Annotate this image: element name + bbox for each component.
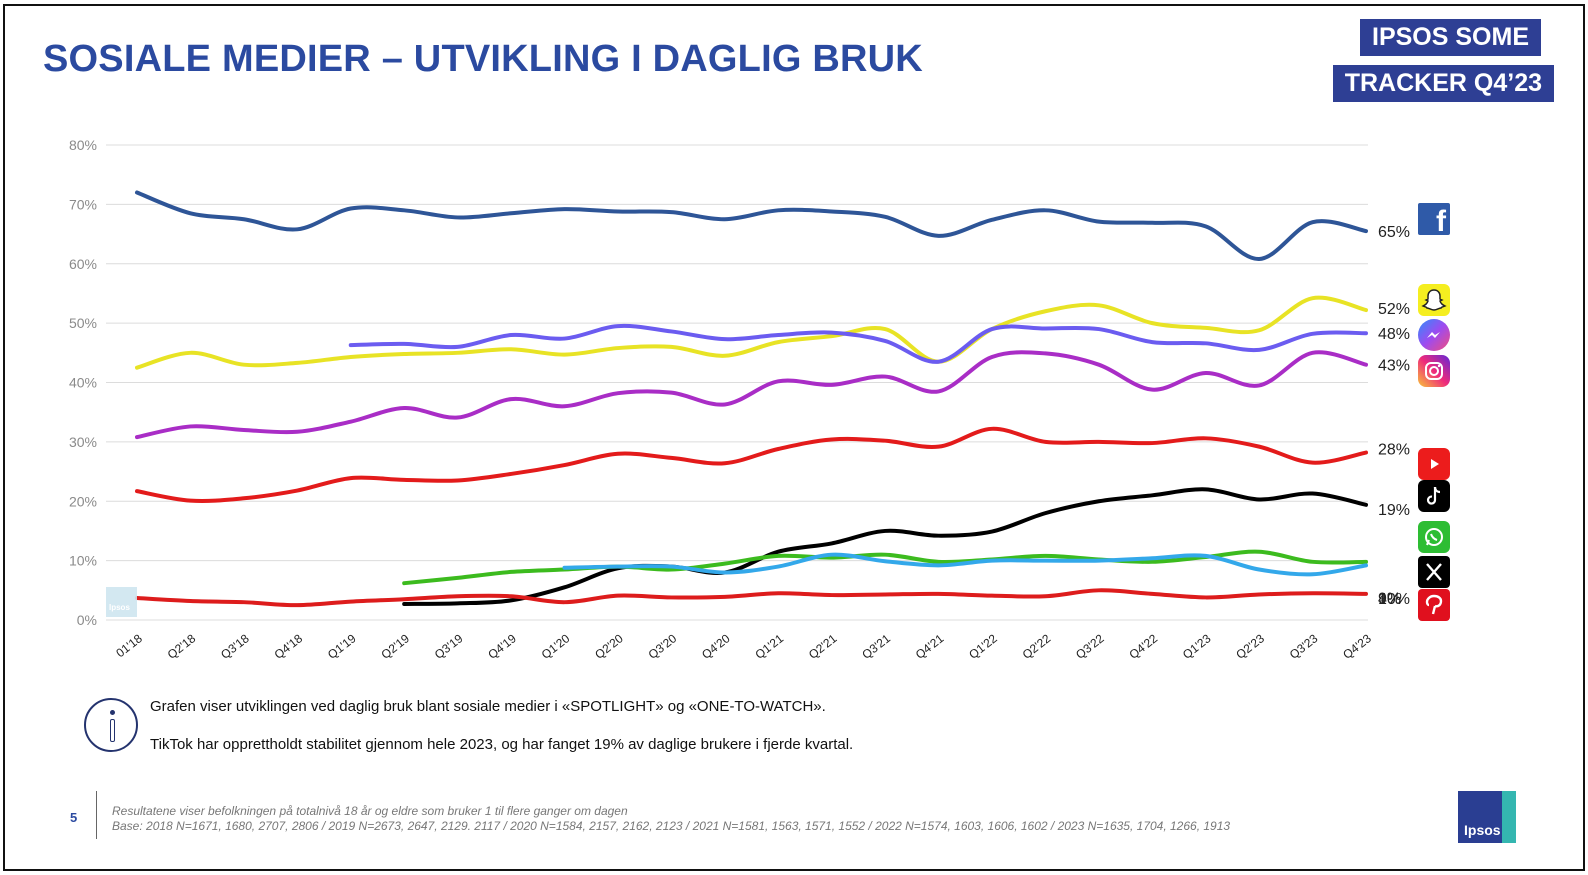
x-tick-label: Q3'22 (1073, 631, 1107, 662)
note-text: TikTok har opprettholdt stabilitet gjenn… (150, 736, 854, 753)
messenger-icon (1418, 319, 1450, 351)
end-value-label: 4% (1378, 591, 1401, 608)
x-tick-label: Q1'19 (325, 631, 359, 662)
x-tick-label: Q2'18 (165, 631, 199, 662)
y-tick-label: 40% (69, 375, 97, 391)
footnote-line: Base: 2018 N=1671, 1680, 2707, 2806 / 20… (112, 819, 1231, 833)
x-tick-label: Q2'20 (592, 631, 626, 662)
x-tick-label: Q4'23 (1340, 631, 1374, 662)
series-line (135, 190, 1368, 262)
x-tick-label: Q3'18 (218, 631, 252, 662)
x-tick-label: Q2'21 (806, 631, 840, 662)
x-tick-label: Q1'21 (752, 631, 786, 662)
tiktok-icon (1418, 480, 1450, 512)
end-value-label: 28% (1378, 442, 1410, 459)
y-tick-label: 0% (77, 612, 97, 628)
end-value-label: 43% (1378, 358, 1410, 375)
y-tick-label: 20% (69, 493, 97, 509)
x-tick-label: 01'18 (113, 631, 145, 660)
tracker-tag-quarter: TRACKER Q4’23 (1332, 65, 1554, 102)
x-tick-label: Q2'19 (378, 631, 412, 662)
footer-divider (96, 791, 97, 839)
facebook-icon: f (1418, 203, 1450, 238)
chart-notes: Grafen viser utviklingen ved daglig bruk… (150, 698, 853, 774)
series-line (402, 549, 1368, 586)
series-line (135, 350, 1368, 440)
end-value-label: 10% (1378, 591, 1410, 608)
end-value-label: 52% (1378, 301, 1410, 318)
end-value-label: 48% (1378, 326, 1410, 343)
page-number: 5 (70, 810, 78, 825)
x-tick-label: Q4'18 (272, 631, 306, 662)
y-tick-label: 10% (69, 553, 97, 569)
series-line (402, 487, 1368, 606)
x-tick-label: Q3'19 (432, 631, 466, 662)
info-icon (84, 698, 138, 752)
y-tick-label: 70% (69, 196, 97, 212)
series-line (135, 588, 1368, 608)
whatsapp-icon (1418, 521, 1450, 553)
youtube-icon (1418, 448, 1450, 480)
series-line (135, 426, 1368, 504)
ipsos-logo: Ipsos (1458, 791, 1516, 843)
page-title: SOSIALE MEDIER – UTVIKLING I DAGLIG BRUK (43, 38, 923, 80)
slide-frame (3, 4, 1585, 871)
instagram-icon (1418, 355, 1450, 387)
end-value-label: 65% (1378, 224, 1410, 241)
tracker-tag-name: IPSOS SOME (1360, 19, 1541, 56)
x-tick-label: Q3'20 (646, 631, 680, 662)
y-tick-label: 30% (69, 434, 97, 450)
note-text: Grafen viser utviklingen ved daglig bruk… (150, 698, 826, 715)
footnote-line: Resultatene viser befolkningen på totaln… (112, 804, 628, 818)
x-tick-label: Q1'23 (1180, 631, 1214, 662)
pinterest-icon (1418, 589, 1450, 621)
end-value-label: 19% (1378, 502, 1410, 519)
ipsos-watermark-logo: Ipsos (106, 587, 137, 617)
x-tick-label: Q3'23 (1287, 631, 1321, 662)
x-tick-label: Q4'20 (699, 631, 733, 662)
x-tick-label: Q2'23 (1233, 631, 1267, 662)
series-line (562, 552, 1368, 577)
footnote: Resultatene viser befolkningen på totaln… (112, 804, 1230, 834)
y-tick-label: 60% (69, 256, 97, 272)
y-tick-label: 50% (69, 315, 97, 331)
y-tick-label: 80% (69, 137, 97, 153)
snapchat-icon (1418, 284, 1450, 316)
x-tick-label: Q4'22 (1127, 631, 1161, 662)
x-tick-label: Q3'21 (859, 631, 893, 662)
end-value-label: 9% (1378, 590, 1401, 607)
series-line (348, 323, 1368, 364)
series-line (135, 295, 1368, 370)
x-icon (1418, 556, 1450, 588)
x-tick-label: Q2'22 (1020, 631, 1054, 662)
x-tick-label: Q1'20 (539, 631, 573, 662)
x-tick-label: Q4'21 (913, 631, 947, 662)
x-tick-label: Q1'22 (966, 631, 1000, 662)
x-tick-label: Q4'19 (485, 631, 519, 662)
